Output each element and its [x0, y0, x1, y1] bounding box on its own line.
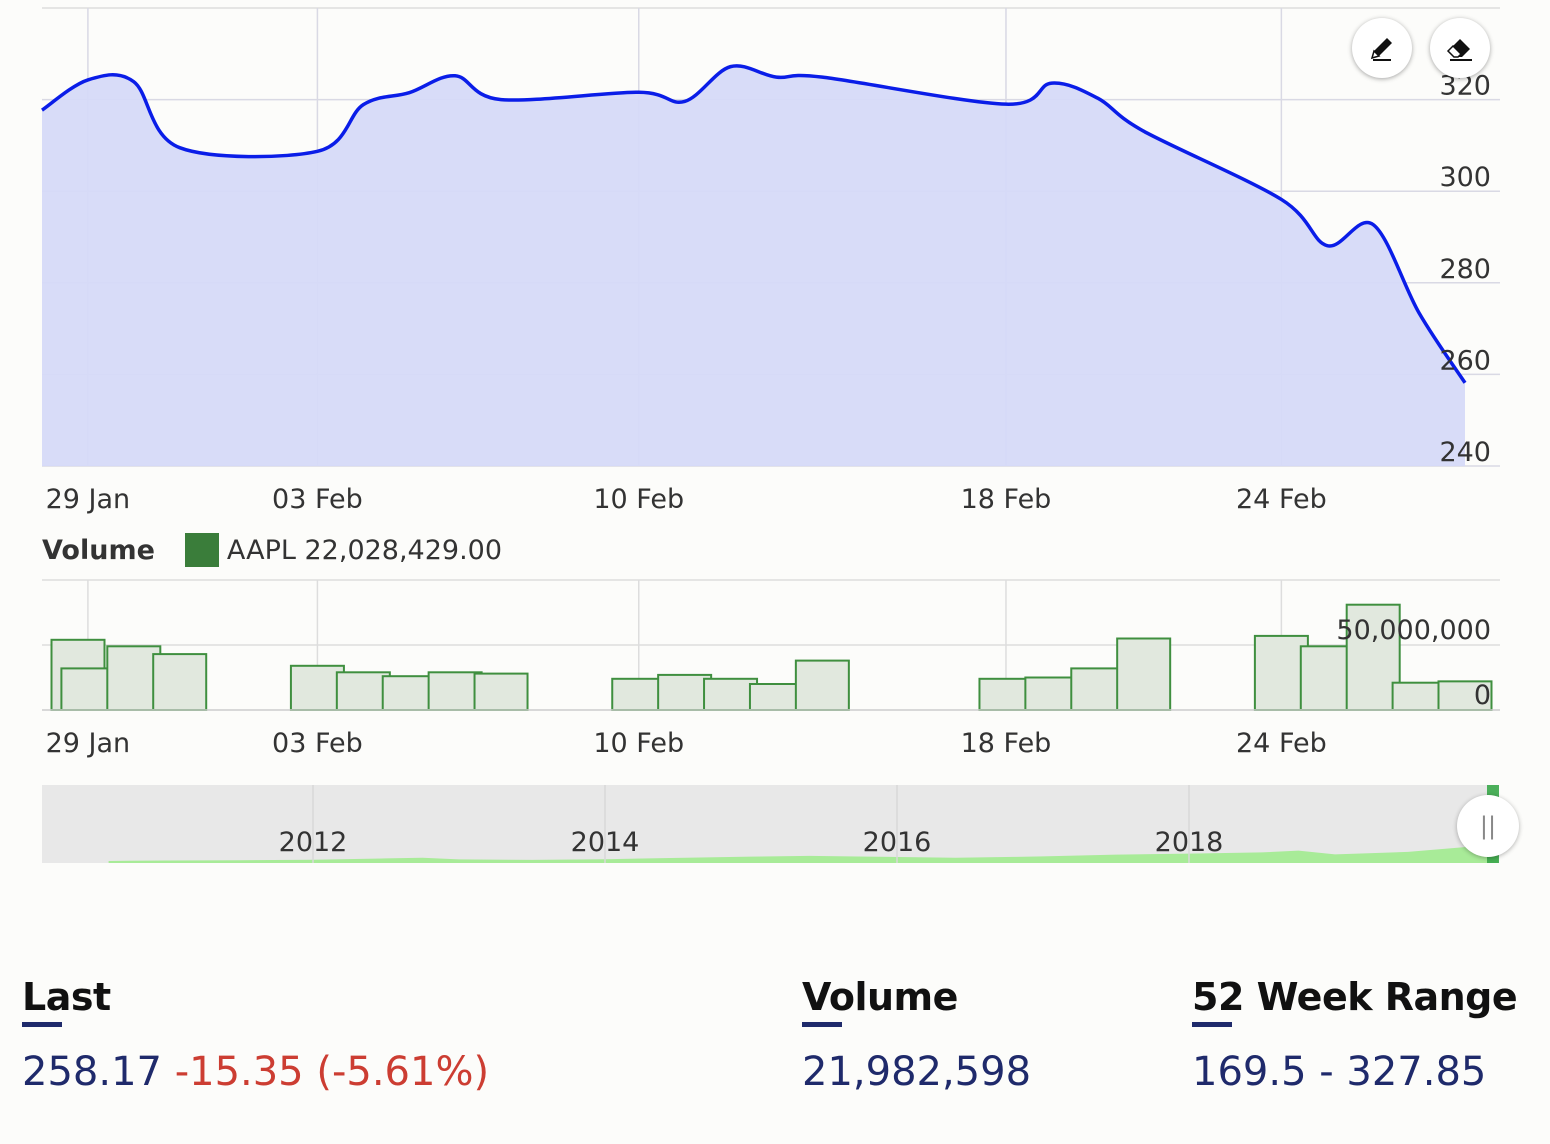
eraser-icon	[1446, 39, 1472, 61]
x-tick-label: 03 Feb	[272, 728, 363, 759]
quote-stats: Last 258.17 -15.35 (-5.61%) Volume 21,98…	[0, 975, 1550, 1135]
last-stat: Last 258.17 -15.35 (-5.61%)	[22, 975, 489, 1095]
volume-bar	[794, 659, 850, 711]
navigator-area	[108, 845, 1499, 863]
navigator-tick-label: 2016	[863, 827, 932, 858]
navigator-tick-label: 2012	[279, 827, 348, 858]
range-value: 169.5 - 327.85	[1192, 1049, 1487, 1095]
volume-bar	[1116, 637, 1172, 711]
volume-bar	[703, 677, 759, 712]
stock-chart: 240 260 280 300 320 29 Jan 03 Feb 10 Feb 18 Feb 2…	[0, 7, 1550, 870]
pencil-icon	[1370, 38, 1392, 61]
navigator-chart[interactable]: 2012 2014 2016 2018	[0, 780, 1550, 870]
last-change: -15.35 (-5.61%)	[174, 1049, 490, 1095]
volume-bar	[1253, 634, 1309, 711]
volume-bar	[1070, 667, 1126, 711]
range-stat: 52 Week Range 169.5 - 327.85	[1192, 975, 1518, 1095]
grip-icon: ||	[1479, 812, 1497, 840]
volume-label: Volume	[802, 975, 958, 1027]
price-area	[42, 65, 1465, 467]
draw-button[interactable]	[1352, 18, 1412, 78]
legend-swatch	[184, 533, 219, 567]
y-tick-label: 240	[1439, 437, 1491, 468]
navigator-handle[interactable]: ||	[1457, 795, 1519, 857]
x-tick-label: 18 Feb	[961, 484, 1052, 515]
navigator-background	[42, 785, 1497, 863]
volume-value: 21,982,598	[802, 1049, 1032, 1095]
erase-button[interactable]	[1430, 18, 1490, 78]
last-label: Last	[22, 975, 111, 1027]
legend-value: AAPL 22,028,429.00	[226, 534, 503, 566]
volume-bar	[1024, 676, 1080, 711]
volume-bar	[289, 664, 345, 712]
x-tick-label: 29 Jan	[46, 484, 131, 515]
navigator-tick-label: 2014	[571, 827, 640, 858]
y-tick-label: 50,000,000	[1336, 615, 1491, 646]
volume-title: Volume	[42, 534, 155, 566]
navigator-tick-label: 2018	[1155, 827, 1224, 858]
x-tick-label: 10 Feb	[593, 728, 684, 759]
y-tick-label: 300	[1439, 162, 1491, 193]
volume-bar	[381, 675, 437, 711]
x-tick-label: 24 Feb	[1236, 728, 1327, 759]
x-tick-label: 18 Feb	[961, 728, 1052, 759]
volume-chart: 0 50,000,000 29 Jan 03 Feb 10 Feb 18 Feb 24 Fe…	[42, 579, 1500, 759]
last-price: 258.17	[22, 1049, 162, 1095]
x-tick-label: 24 Feb	[1236, 484, 1327, 515]
volume-bar	[473, 672, 529, 711]
y-tick-label: 280	[1439, 254, 1491, 285]
x-tick-label: 29 Jan	[46, 728, 131, 759]
volume-legend: Volume AAPL 22,028,429.00	[42, 532, 502, 568]
volume-bar	[611, 677, 667, 712]
volume-bar	[152, 653, 208, 711]
y-tick-label: 260	[1439, 345, 1491, 376]
last-value-line: 258.17 -15.35 (-5.61%)	[22, 1049, 489, 1095]
x-tick-label: 03 Feb	[272, 484, 363, 515]
volume-stat: Volume 21,982,598	[802, 975, 1031, 1095]
y-tick-label: 0	[1474, 680, 1491, 711]
range-label: 52 Week Range	[1192, 975, 1518, 1027]
x-tick-label: 10 Feb	[593, 484, 684, 515]
price-line	[40, 64, 1467, 384]
